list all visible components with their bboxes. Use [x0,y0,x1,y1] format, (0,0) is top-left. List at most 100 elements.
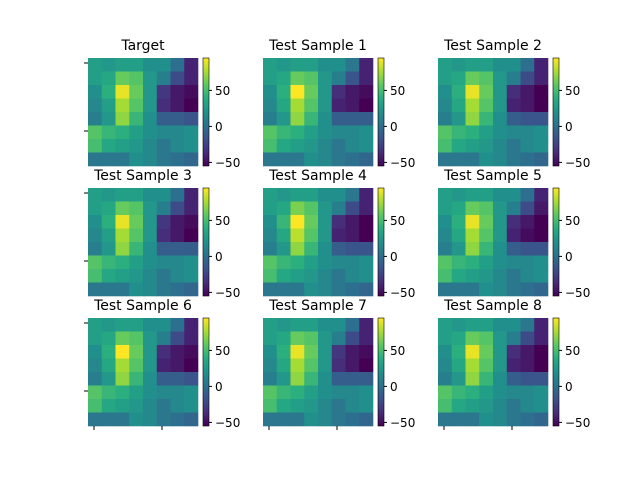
heatmap-cell [143,345,158,359]
heatmap-cell [101,282,116,297]
heatmap-cell [451,255,466,270]
heatmap-cell [331,188,346,202]
heatmap-cell [318,125,333,140]
heatmap-cell [290,242,305,256]
colorbar [553,188,559,296]
colorbar-tick-label: −50 [565,416,590,430]
heatmap-cell [290,269,305,283]
colorbar [203,318,209,426]
heatmap-cell [451,282,466,297]
heatmap-cell [331,242,346,256]
heatmap-cell [359,85,374,99]
heatmap-cell [331,58,346,72]
heatmap-cell [101,255,116,270]
heatmap-cell [101,318,116,332]
heatmap-cell [143,152,158,167]
heatmap-cell [520,318,535,332]
heatmap-cell [290,188,305,202]
heatmap-cell [331,228,346,243]
heatmap-cell [88,255,103,270]
heatmap-cell [170,282,185,297]
heatmap-cell [493,112,508,126]
heatmap-cell [115,112,130,126]
heatmap-cell [451,188,466,202]
heatmap-cell [479,98,494,113]
colorbar-tick-label: 50 [215,84,230,98]
heatmap-cell [143,98,158,113]
heatmap-cell [129,372,144,386]
heatmap-cell [493,152,508,167]
heatmap-cell [318,412,333,427]
heatmap-cell [345,331,360,346]
heatmap-cell [88,58,103,72]
heatmap-cell [506,85,521,99]
heatmap-cell [359,269,374,283]
heatmap-cell [451,58,466,72]
heatmap-cell [129,85,144,99]
heatmap-cell [318,255,333,270]
heatmap-cell [184,71,199,86]
heatmap-cell [143,215,158,229]
heatmap-cell [304,58,319,72]
heatmap-cell [276,269,291,283]
heatmap-cell [156,372,171,386]
heatmap-cell [359,98,374,113]
heatmap-cell [438,201,453,216]
heatmap-cell [520,242,535,256]
heatmap-cell [318,269,333,283]
heatmap-cell [101,228,116,243]
colorbar-tick-label: 0 [390,250,398,264]
heatmap-cell [184,228,199,243]
heatmap-cell [101,242,116,256]
heatmap-cell [263,201,278,216]
heatmap-cell [493,255,508,270]
heatmap-cell [263,242,278,256]
heatmap-cell [438,58,453,72]
heatmap-cell [156,412,171,427]
heatmap-cell [276,372,291,386]
heatmap-cell [479,358,494,373]
heatmap-cell [506,125,521,140]
heatmap-cell [438,152,453,167]
heatmap-cell [143,412,158,427]
heatmap-cell [184,98,199,113]
heatmap-cell [506,188,521,202]
heatmap-cell [520,282,535,297]
heatmap-cell [263,372,278,386]
heatmap-cell [263,188,278,202]
heatmap-cell [465,58,480,72]
heatmap-cell [276,125,291,140]
heatmap-cell [143,282,158,297]
heatmap-cell [276,228,291,243]
heatmap-cell [263,269,278,283]
heatmap-cell [184,112,199,126]
heatmap-cell [520,201,535,216]
heatmap-cell [170,269,185,283]
heatmap-cell [451,85,466,99]
heatmap-cell [465,242,480,256]
heatmap-cell [88,201,103,216]
heatmap-cell [331,201,346,216]
heatmap-cell [263,385,278,400]
heatmap-cell [88,345,103,359]
heatmap-cell [465,345,480,359]
heatmap-cell [438,318,453,332]
heatmap-cell [479,269,494,283]
heatmap-cell [534,152,549,167]
heatmap-cell [534,345,549,359]
heatmap-cell [520,399,535,413]
heatmap-cell [506,412,521,427]
heatmap-cell [479,139,494,153]
heatmap-cell [479,318,494,332]
heatmap-cell [506,399,521,413]
heatmap-cell [438,85,453,99]
heatmap-cell [184,188,199,202]
heatmap-cell [534,228,549,243]
heatmap-cell [534,399,549,413]
heatmap-cell [359,358,374,373]
heatmap-cell [115,152,130,167]
heatmap-cell [290,85,305,99]
heatmap-cell [156,139,171,153]
heatmap-cell [359,282,374,297]
heatmap-cell [318,112,333,126]
